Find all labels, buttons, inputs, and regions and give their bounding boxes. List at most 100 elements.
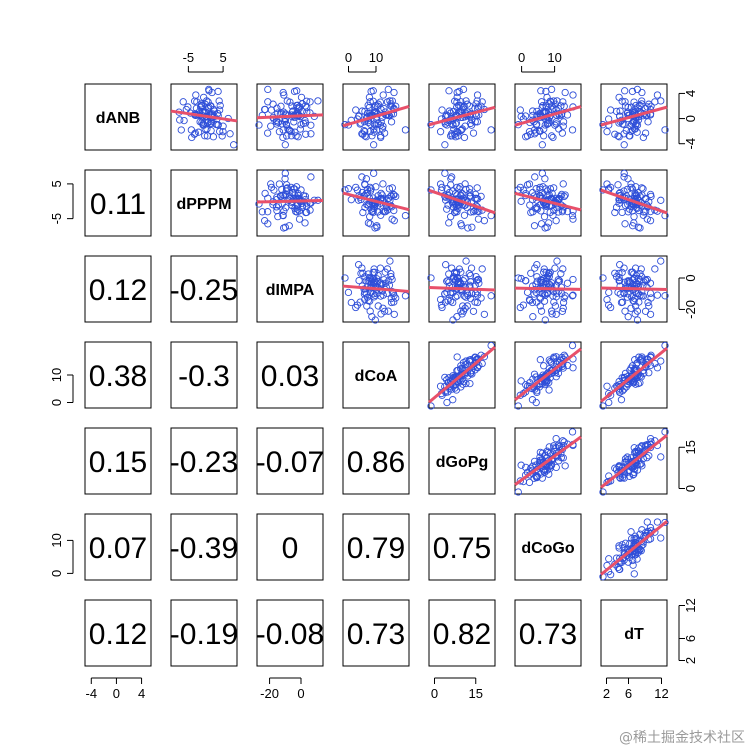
scatter-point <box>605 301 613 309</box>
scatter-point <box>529 313 537 321</box>
scatter-point <box>543 223 551 231</box>
scatter-point <box>529 462 537 470</box>
scatter-point <box>370 141 378 149</box>
scatter-point <box>552 310 560 319</box>
scatter-point <box>355 276 363 285</box>
scatter-point <box>568 211 577 220</box>
scatter-point <box>541 316 549 324</box>
scatter-point <box>209 133 218 141</box>
scatter-point <box>541 290 549 298</box>
scatter-point <box>427 186 435 194</box>
fit-line <box>600 105 668 127</box>
scatter-point <box>541 121 549 129</box>
scatter-point <box>606 106 615 114</box>
scatter-point <box>296 125 304 133</box>
scatter-point <box>545 219 553 227</box>
scatter-point <box>369 208 377 217</box>
scatter-point <box>614 563 622 572</box>
scatter-point <box>530 222 539 230</box>
scatter-point <box>555 277 564 285</box>
tick-label: -5 <box>49 213 64 225</box>
scatter-point <box>453 367 461 375</box>
tick-label: 10 <box>547 50 561 65</box>
scatter-point <box>545 356 553 364</box>
scatter-point <box>307 173 315 181</box>
panel-dt-dcogo <box>514 599 582 667</box>
correlation-value: -0.39 <box>170 532 238 565</box>
scatter-point <box>621 539 630 547</box>
scatter-point <box>615 544 623 552</box>
scatter-point <box>436 295 445 304</box>
scatter-point <box>641 129 650 137</box>
scatter-point <box>552 120 560 128</box>
scatter-point <box>445 107 454 115</box>
scatter-point <box>522 381 530 389</box>
scatter-point <box>203 132 212 140</box>
scatter-point <box>453 191 461 199</box>
scatter-point <box>531 264 539 272</box>
scatter-point <box>599 402 607 410</box>
scatter-point <box>468 223 476 231</box>
scatter-point <box>366 213 374 221</box>
scatter-point <box>651 265 659 273</box>
scatter-point <box>545 191 553 199</box>
scatter-point <box>653 91 662 99</box>
scatter-point <box>629 556 637 565</box>
scatter-point <box>459 307 468 315</box>
scatter-point <box>536 201 544 209</box>
scatter-point <box>599 186 607 194</box>
panel-dcogo-dcoa <box>342 513 410 581</box>
scatter-point <box>347 298 355 307</box>
scatter-point <box>533 298 541 306</box>
scatter-point <box>605 288 613 297</box>
scatter-point <box>384 85 392 94</box>
scatter-point <box>554 276 562 284</box>
panel-danb-dpppm <box>170 83 238 151</box>
scatter-point <box>474 215 483 223</box>
scatter-point <box>540 297 549 305</box>
scatter-point <box>537 220 546 228</box>
correlation-value: -0.3 <box>178 360 230 393</box>
scatter-point <box>443 398 451 407</box>
correlation-value: 0.82 <box>433 618 491 651</box>
scatter-point <box>559 118 568 126</box>
scatter-point <box>627 127 635 136</box>
scatter-point <box>462 293 470 301</box>
scatter-point <box>373 222 381 230</box>
panel-dcogo-dpppm <box>170 513 238 581</box>
fit-line <box>256 199 324 204</box>
tick-label: 0 <box>683 115 698 122</box>
scatter-point <box>449 187 457 195</box>
scatter-point <box>638 88 646 97</box>
scatter-point <box>190 97 199 105</box>
scatter-point <box>523 288 532 296</box>
fit-line <box>600 346 668 403</box>
scatter-point <box>367 185 375 193</box>
scatter-point <box>543 447 551 455</box>
scatter-point <box>352 106 360 114</box>
scatter-point <box>376 98 384 106</box>
scatter-point <box>281 223 290 231</box>
scatter-point <box>230 141 238 149</box>
scatter-point <box>390 292 398 300</box>
scatter-point <box>453 88 461 97</box>
scatter-point <box>314 97 322 105</box>
correlation-value: -0.19 <box>170 618 238 651</box>
scatter-point <box>366 120 375 128</box>
correlation-value: 0.12 <box>89 274 147 307</box>
scatter-point <box>387 273 395 281</box>
panel-dgopg-danb <box>84 427 152 495</box>
panel-dt-dgopg <box>428 599 496 667</box>
scatter-point <box>469 307 478 315</box>
scatter-point <box>561 292 569 300</box>
scatter-point <box>643 454 651 462</box>
scatter-point <box>361 132 369 140</box>
scatter-point <box>467 278 475 286</box>
correlation-value: 0 <box>282 532 299 565</box>
scatter-point <box>177 126 185 134</box>
scatter-point <box>369 268 377 277</box>
scatter-point <box>621 220 629 228</box>
scatter-point <box>621 201 630 210</box>
scatter-point <box>267 106 276 114</box>
scatter-point <box>599 274 607 282</box>
